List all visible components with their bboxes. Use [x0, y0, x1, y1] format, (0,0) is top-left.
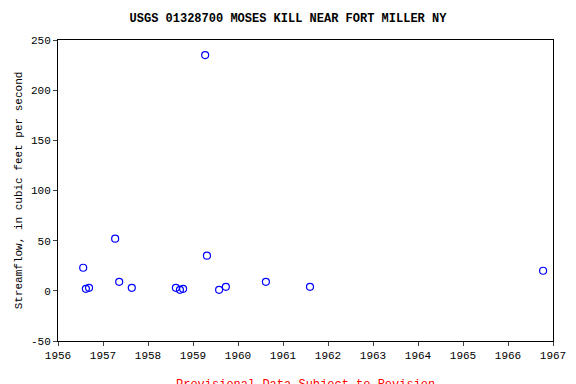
svg-text:150: 150	[31, 135, 51, 147]
svg-text:1963: 1963	[360, 350, 386, 362]
svg-text:1957: 1957	[90, 350, 116, 362]
svg-text:1956: 1956	[45, 350, 71, 362]
svg-text:1964: 1964	[405, 350, 432, 362]
svg-text:1962: 1962	[315, 350, 341, 362]
svg-text:1958: 1958	[135, 350, 161, 362]
svg-text:50: 50	[38, 236, 51, 248]
svg-text:200: 200	[31, 85, 51, 97]
svg-text:---- Provisional Data Subject: ---- Provisional Data Subject to Revisio…	[140, 378, 471, 384]
svg-text:1965: 1965	[450, 350, 476, 362]
svg-text:0: 0	[44, 286, 51, 298]
svg-text:1967: 1967	[540, 350, 566, 362]
svg-text:100: 100	[31, 185, 51, 197]
svg-text:Streamflow, in cubic feet per: Streamflow, in cubic feet per second	[13, 72, 25, 310]
svg-text:1966: 1966	[495, 350, 521, 362]
svg-text:250: 250	[31, 35, 51, 47]
svg-text:USGS 01328700 MOSES KILL NEAR: USGS 01328700 MOSES KILL NEAR FORT MILLE…	[130, 12, 448, 26]
svg-text:1960: 1960	[225, 350, 251, 362]
svg-text:1959: 1959	[180, 350, 206, 362]
svg-text:-50: -50	[31, 336, 51, 348]
svg-text:1961: 1961	[270, 350, 297, 362]
